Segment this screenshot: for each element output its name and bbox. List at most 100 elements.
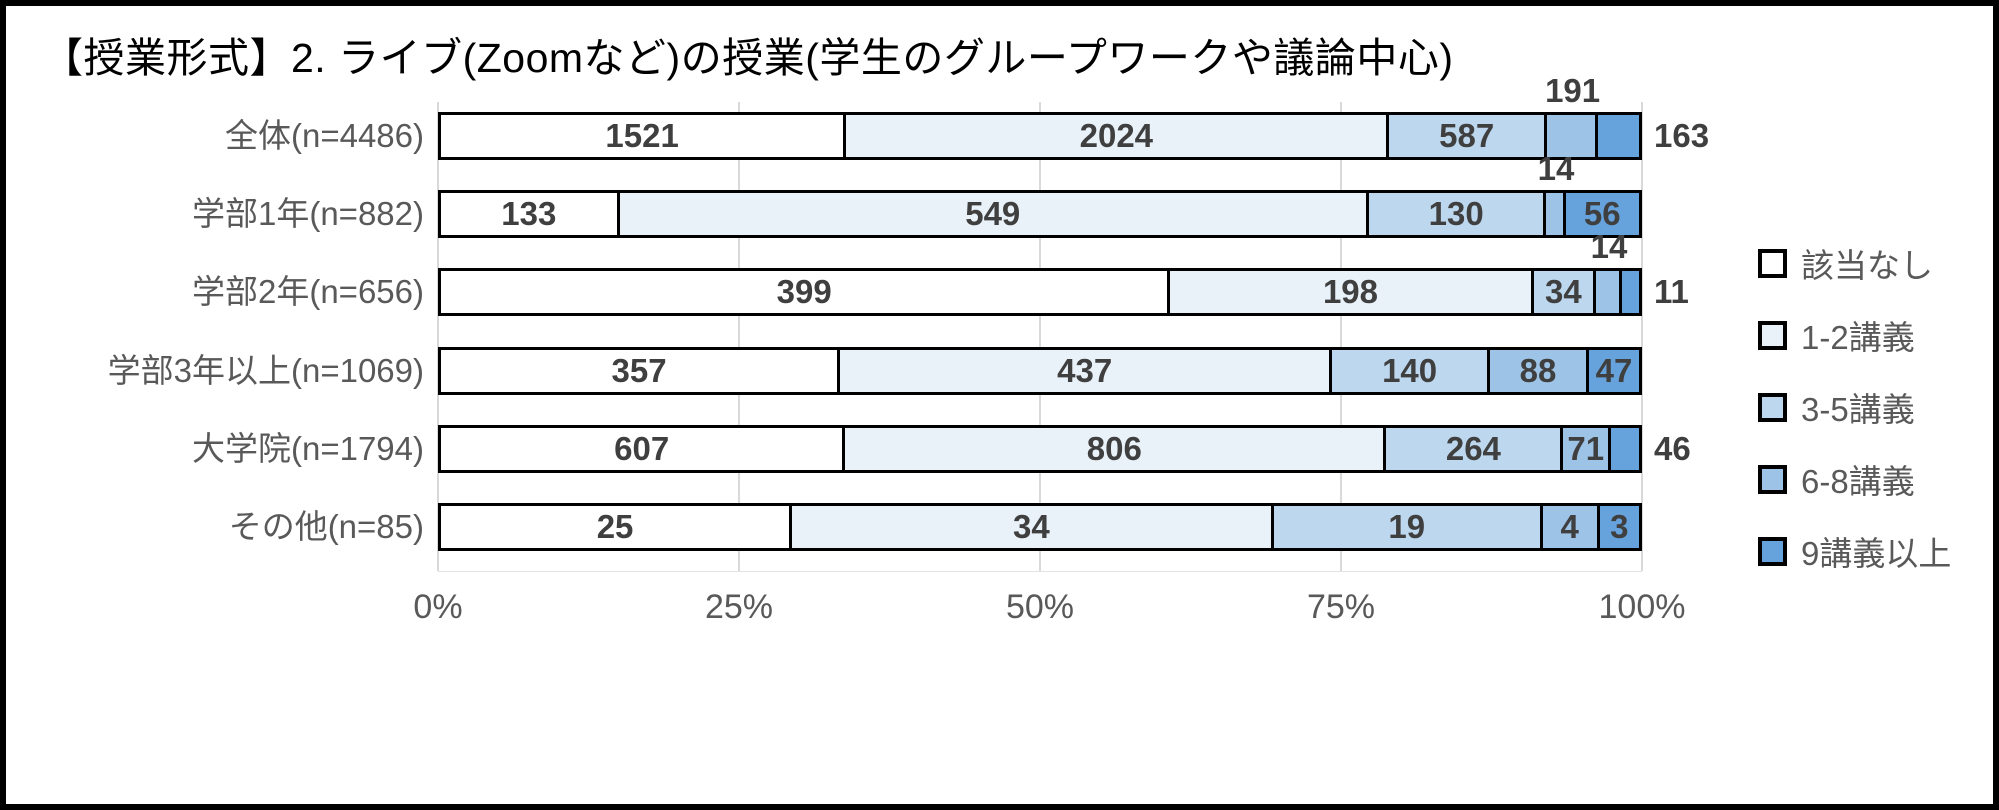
category-label: 大学院(n=1794) bbox=[191, 429, 424, 467]
bar-value-label: 191 bbox=[1545, 72, 1601, 109]
bar-segment: 140 bbox=[1329, 346, 1490, 395]
bar-value-label: 264 bbox=[1445, 429, 1501, 467]
bar-value-label: 130 bbox=[1428, 195, 1484, 233]
bar-segment: 1521 bbox=[438, 112, 847, 160]
x-axis-tick-label: 0% bbox=[413, 588, 463, 626]
bar-value-label: 140 bbox=[1382, 351, 1438, 389]
bar-segment: 587 bbox=[1386, 112, 1547, 160]
bar-row: 607 806 264 71 46 bbox=[438, 424, 1691, 473]
bar-value-label: 133 bbox=[501, 195, 557, 233]
bar-value-label: 1521 bbox=[605, 117, 679, 154]
bar-value-label: 25 bbox=[596, 507, 634, 545]
bar-segment: 133 bbox=[438, 190, 620, 239]
bar-value-label: 806 bbox=[1086, 429, 1142, 467]
bar-value-label: 587 bbox=[1439, 117, 1495, 154]
bar-segment: 3 bbox=[1596, 502, 1642, 551]
bar-value-label: 14 bbox=[1537, 150, 1575, 188]
bar-segment: 4 bbox=[1539, 502, 1600, 551]
legend-label: 9講義以上 bbox=[1801, 535, 1952, 572]
legend-swatch bbox=[1758, 392, 1787, 422]
category-label: 全体(n=4486) bbox=[224, 117, 424, 154]
legend-swatch bbox=[1758, 320, 1787, 350]
legend-swatch bbox=[1758, 536, 1787, 566]
bar-value-label: 71 bbox=[1567, 429, 1605, 467]
plot-area: 1521 2024 587 191 163 133 549 130 14 56 399 198 34 14… bbox=[437, 72, 1709, 571]
gridline bbox=[1641, 102, 1643, 571]
bar-value-label: 34 bbox=[1013, 507, 1050, 545]
bar-value-label: 198 bbox=[1322, 273, 1379, 311]
bar-segment: 34 bbox=[789, 502, 1274, 551]
bar-segment: 88 bbox=[1486, 346, 1590, 395]
bar-segment: 34 bbox=[1530, 268, 1597, 317]
bar-row: 399 198 34 14 11 bbox=[438, 228, 1689, 317]
bar-value-label: 3 bbox=[1610, 507, 1629, 545]
legend-swatch bbox=[1758, 464, 1787, 494]
x-axis-tick-label: 75% bbox=[1306, 588, 1376, 626]
bar-value-label: 56 bbox=[1583, 195, 1621, 233]
gridline bbox=[738, 102, 740, 571]
bar-value-label: 163 bbox=[1654, 117, 1710, 154]
legend-label: 3-5講義 bbox=[1801, 391, 1915, 428]
bar-value-label: 46 bbox=[1654, 429, 1691, 467]
bar-segment: 806 bbox=[842, 424, 1387, 473]
legend-label: 6-8講義 bbox=[1801, 463, 1915, 500]
bar-segment: 56 bbox=[1562, 190, 1642, 239]
bar-value-label: 47 bbox=[1595, 351, 1633, 389]
bar-segment: 437 bbox=[837, 346, 1333, 395]
x-axis-line bbox=[438, 571, 1642, 572]
gridline bbox=[437, 102, 439, 571]
legend-item: 6-8講義 bbox=[1758, 459, 1951, 500]
bar-value-label: 399 bbox=[776, 273, 832, 311]
category-label: 学部3年以上(n=1069) bbox=[107, 351, 424, 389]
bar-segment bbox=[1618, 268, 1642, 317]
chart-title: 【授業形式】2. ライブ(Zoomなど)の授業(学生のグループワークや議論中心) bbox=[42, 35, 1454, 81]
bar-value-label: 437 bbox=[1057, 351, 1113, 389]
bar-segment: 264 bbox=[1383, 424, 1564, 473]
bar-segment: 198 bbox=[1167, 268, 1534, 317]
bar-row: 133 549 130 14 56 bbox=[438, 150, 1642, 239]
category-label: 学部1年(n=882) bbox=[191, 195, 424, 233]
bar-value-label: 607 bbox=[614, 429, 670, 467]
x-axis-tick-label: 25% bbox=[704, 588, 774, 626]
legend-label: 1-2講義 bbox=[1801, 319, 1915, 356]
x-axis-tick-label: 50% bbox=[1005, 588, 1075, 626]
bar-segment bbox=[1543, 112, 1599, 160]
legend-item: 3-5講義 bbox=[1758, 387, 1951, 428]
bar-segment: 607 bbox=[438, 424, 846, 473]
gridline bbox=[1039, 102, 1041, 571]
bar-value-label: 11 bbox=[1654, 273, 1689, 311]
bar-segment bbox=[1595, 112, 1642, 160]
bar-segment: 71 bbox=[1560, 424, 1612, 473]
legend-item: 1-2講義 bbox=[1758, 315, 1951, 356]
legend-swatch bbox=[1758, 248, 1787, 278]
bar-segment: 130 bbox=[1365, 190, 1547, 239]
bar-row: 25 34 19 4 3 bbox=[438, 502, 1642, 551]
bar-row: 357 437 140 88 47 bbox=[438, 346, 1642, 395]
bar-segment: 549 bbox=[616, 190, 1369, 239]
bar-value-label: 14 bbox=[1590, 228, 1628, 266]
bar-value-label: 549 bbox=[965, 195, 1021, 233]
bar-segment: 357 bbox=[438, 346, 841, 395]
bar-segment: 47 bbox=[1586, 346, 1642, 395]
legend-label: 該当なし bbox=[1801, 247, 1933, 284]
legend-item: 該当なし bbox=[1758, 243, 1951, 284]
bar-segment: 19 bbox=[1270, 502, 1543, 551]
category-label: 学部2年(n=656) bbox=[191, 273, 424, 311]
bar-segment: 399 bbox=[438, 268, 1171, 317]
bar-value-label: 2024 bbox=[1079, 117, 1154, 154]
legend-item: 9講義以上 bbox=[1758, 531, 1951, 572]
bar-value-label: 34 bbox=[1545, 273, 1582, 311]
bar-segment bbox=[1593, 268, 1622, 317]
bar-value-label: 88 bbox=[1519, 351, 1557, 389]
gridline bbox=[1340, 102, 1342, 571]
legend: 該当なし 1-2講義 3-5講義 6-8講義 9講義以上 bbox=[1758, 243, 1951, 572]
bar-row: 1521 2024 587 191 163 bbox=[438, 72, 1709, 160]
category-label: その他(n=85) bbox=[228, 507, 424, 545]
bar-value-label: 19 bbox=[1388, 507, 1426, 545]
bar-segment bbox=[1608, 424, 1642, 473]
bar-segment: 25 bbox=[438, 502, 793, 551]
bar-value-label: 357 bbox=[611, 351, 667, 389]
bar-segment: 2024 bbox=[843, 112, 1390, 160]
bar-value-label: 4 bbox=[1560, 507, 1579, 545]
